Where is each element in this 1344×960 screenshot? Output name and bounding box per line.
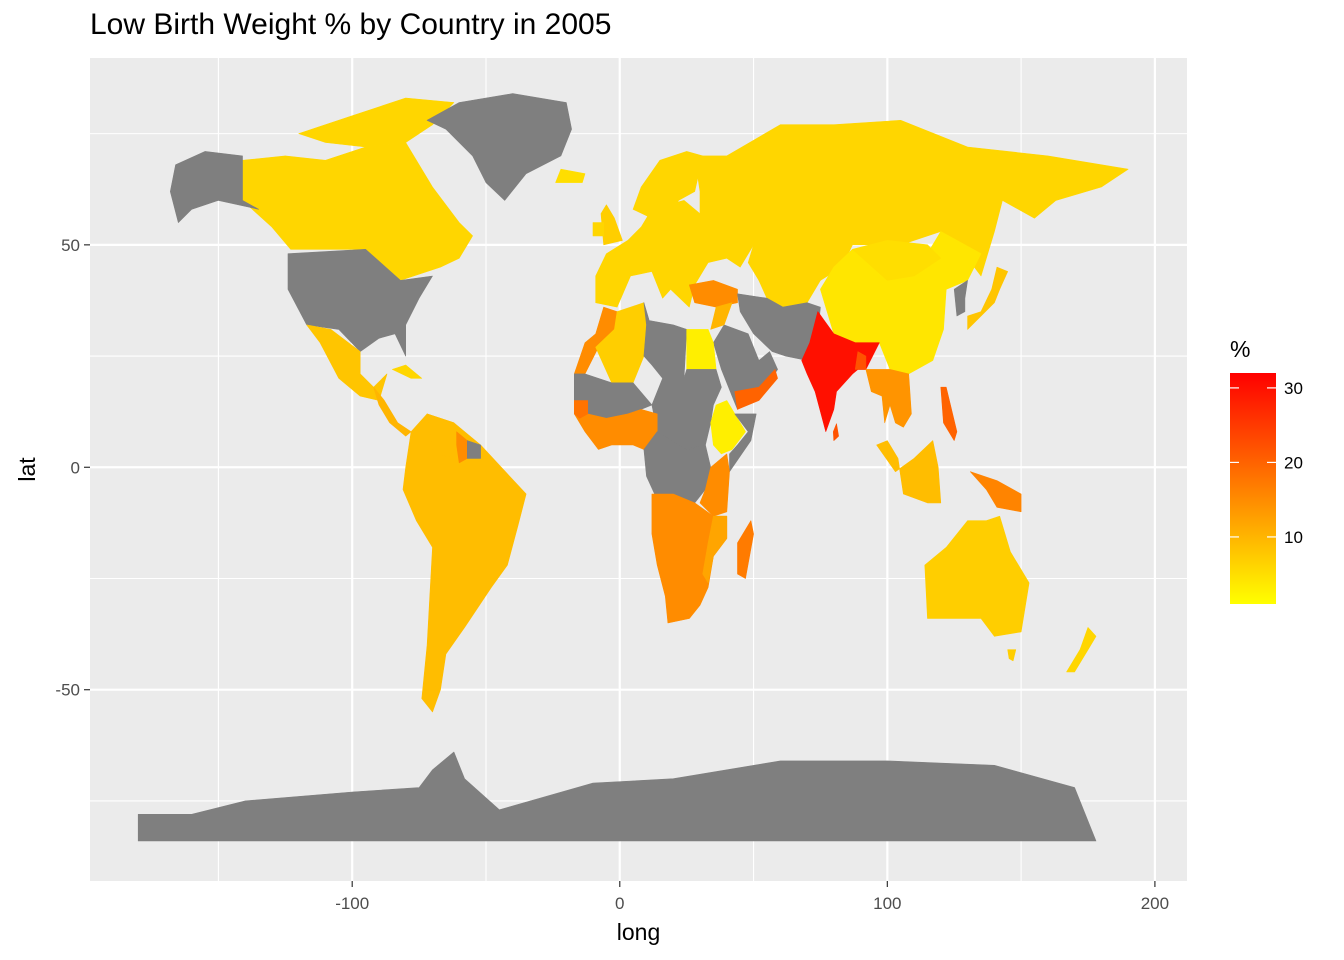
region-senegal-guinea <box>573 400 589 419</box>
legend-colorbar <box>1230 373 1276 604</box>
region-europe <box>595 200 741 308</box>
region-greenland <box>426 93 572 201</box>
legend: % 10 20 30 <box>1230 336 1303 604</box>
x-tick-label: 100 <box>873 894 901 913</box>
region-canadian-arctic-islands <box>298 97 455 148</box>
region-ethiopia <box>710 400 746 455</box>
legend-title: % <box>1230 336 1250 362</box>
region-mexico <box>306 324 388 401</box>
region-venezuela <box>426 413 460 459</box>
y-tick-label: 50 <box>61 236 80 255</box>
x-tick-label: 200 <box>1141 894 1169 913</box>
chart-title: Low Birth Weight % by Country in 2005 <box>90 8 612 41</box>
region-bangladesh <box>854 351 867 370</box>
y-tick-label: 0 <box>71 458 80 477</box>
x-tick-label: 0 <box>615 894 624 913</box>
legend-ticks: 10 20 30 <box>1230 379 1303 547</box>
region-sri-lanka <box>832 423 839 441</box>
region-southeast-asia <box>865 369 912 428</box>
region-southern-africa <box>651 493 728 624</box>
x-tick-label: -100 <box>335 894 369 913</box>
region-malaysia-indonesia-west <box>876 440 942 504</box>
x-axis-title: long <box>617 919 660 945</box>
region-egypt <box>686 329 717 370</box>
region-somalia <box>729 413 757 473</box>
region-united-kingdom <box>600 204 623 246</box>
region-mozambique <box>702 515 728 584</box>
region-antarctica <box>137 751 1097 842</box>
region-alaska <box>170 151 259 223</box>
region-kenya-tanzania <box>699 453 730 517</box>
region-iceland <box>555 168 586 183</box>
region-guyana <box>456 431 468 464</box>
y-axis-title: lat <box>14 457 40 482</box>
country-regions <box>137 93 1129 842</box>
legend-tick-label: 10 <box>1284 528 1303 547</box>
region-ireland <box>592 222 605 237</box>
region-yemen-oman <box>734 369 778 410</box>
region-levant <box>710 302 733 330</box>
region-papua-new-guinea <box>969 471 1022 513</box>
region-korea <box>953 280 968 317</box>
region-australia <box>924 515 1030 637</box>
legend-tick-label: 20 <box>1284 453 1303 472</box>
region-new-zealand <box>1066 627 1097 673</box>
axes: -100 0 100 200 -50 0 50 <box>55 236 1169 913</box>
region-suriname-french-guiana <box>466 440 481 459</box>
region-turkey <box>688 280 738 308</box>
legend-tick-label: 30 <box>1284 379 1303 398</box>
region-cuba <box>391 364 423 379</box>
region-tasmania <box>1007 649 1017 662</box>
y-tick-label: -50 <box>55 681 80 700</box>
region-madagascar <box>737 520 754 579</box>
region-japan <box>967 266 1009 330</box>
region-russia <box>694 120 1129 277</box>
region-central-america <box>373 386 412 437</box>
region-mongolia <box>852 240 942 281</box>
region-canada <box>242 142 473 281</box>
region-philippines <box>940 386 958 441</box>
